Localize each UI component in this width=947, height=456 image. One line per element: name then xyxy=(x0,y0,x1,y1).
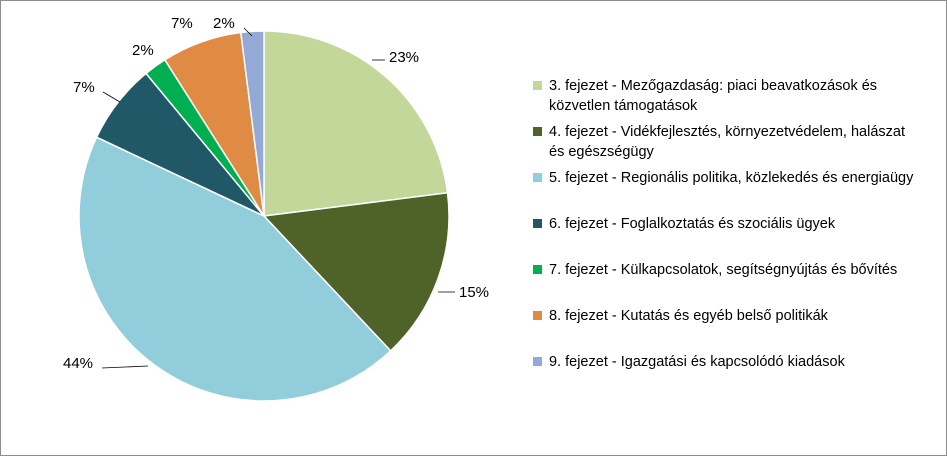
legend-swatch-ch9 xyxy=(533,357,542,366)
data-label-ch4: 15% xyxy=(459,284,489,301)
legend-swatch-ch4 xyxy=(533,127,542,136)
pie-slice-ch4 xyxy=(262,191,450,352)
legend-label-ch3: 3. fejezet - Mezőgazdaság: piaci beavatk… xyxy=(549,78,878,114)
pie-slice-ch3 xyxy=(263,30,449,217)
legend-label-ch6: 6. fejezet - Foglalkoztatás és szociális… xyxy=(549,216,836,232)
leader-line-ch5 xyxy=(101,365,149,369)
legend-swatch-ch8 xyxy=(533,311,542,320)
data-label-ch9: 2% xyxy=(213,15,235,32)
legend-swatch-ch6 xyxy=(533,219,542,228)
legend-label-ch5: 5. fejezet - Regionális politika, közlek… xyxy=(549,170,914,186)
legend-swatch-ch3 xyxy=(533,81,542,90)
pie-slice-ch5 xyxy=(78,136,392,402)
legend-label-ch8: 8. fejezet - Kutatás és egyéb belső poli… xyxy=(549,308,828,324)
data-label-ch7: 2% xyxy=(132,42,154,59)
legend-swatch-ch7 xyxy=(533,265,542,274)
leader-line-ch6 xyxy=(102,91,121,103)
leader-line-ch9 xyxy=(243,27,253,37)
legend-label-ch9: 9. fejezet - Igazgatási és kapcsolódó ki… xyxy=(549,354,845,370)
data-label-ch3: 23% xyxy=(389,49,419,66)
legend-swatch-ch5 xyxy=(533,173,542,182)
legend-label-ch7: 7. fejezet - Külkapcsolatok, segítségnyú… xyxy=(549,262,898,278)
legend-label-ch4: 4. fejezet - Vidékfejlesztés, környezetv… xyxy=(549,124,905,160)
data-label-ch5: 44% xyxy=(63,355,93,372)
data-label-ch6: 7% xyxy=(73,79,95,96)
data-label-ch8: 7% xyxy=(171,15,193,32)
pie-slice-ch9 xyxy=(239,30,265,217)
